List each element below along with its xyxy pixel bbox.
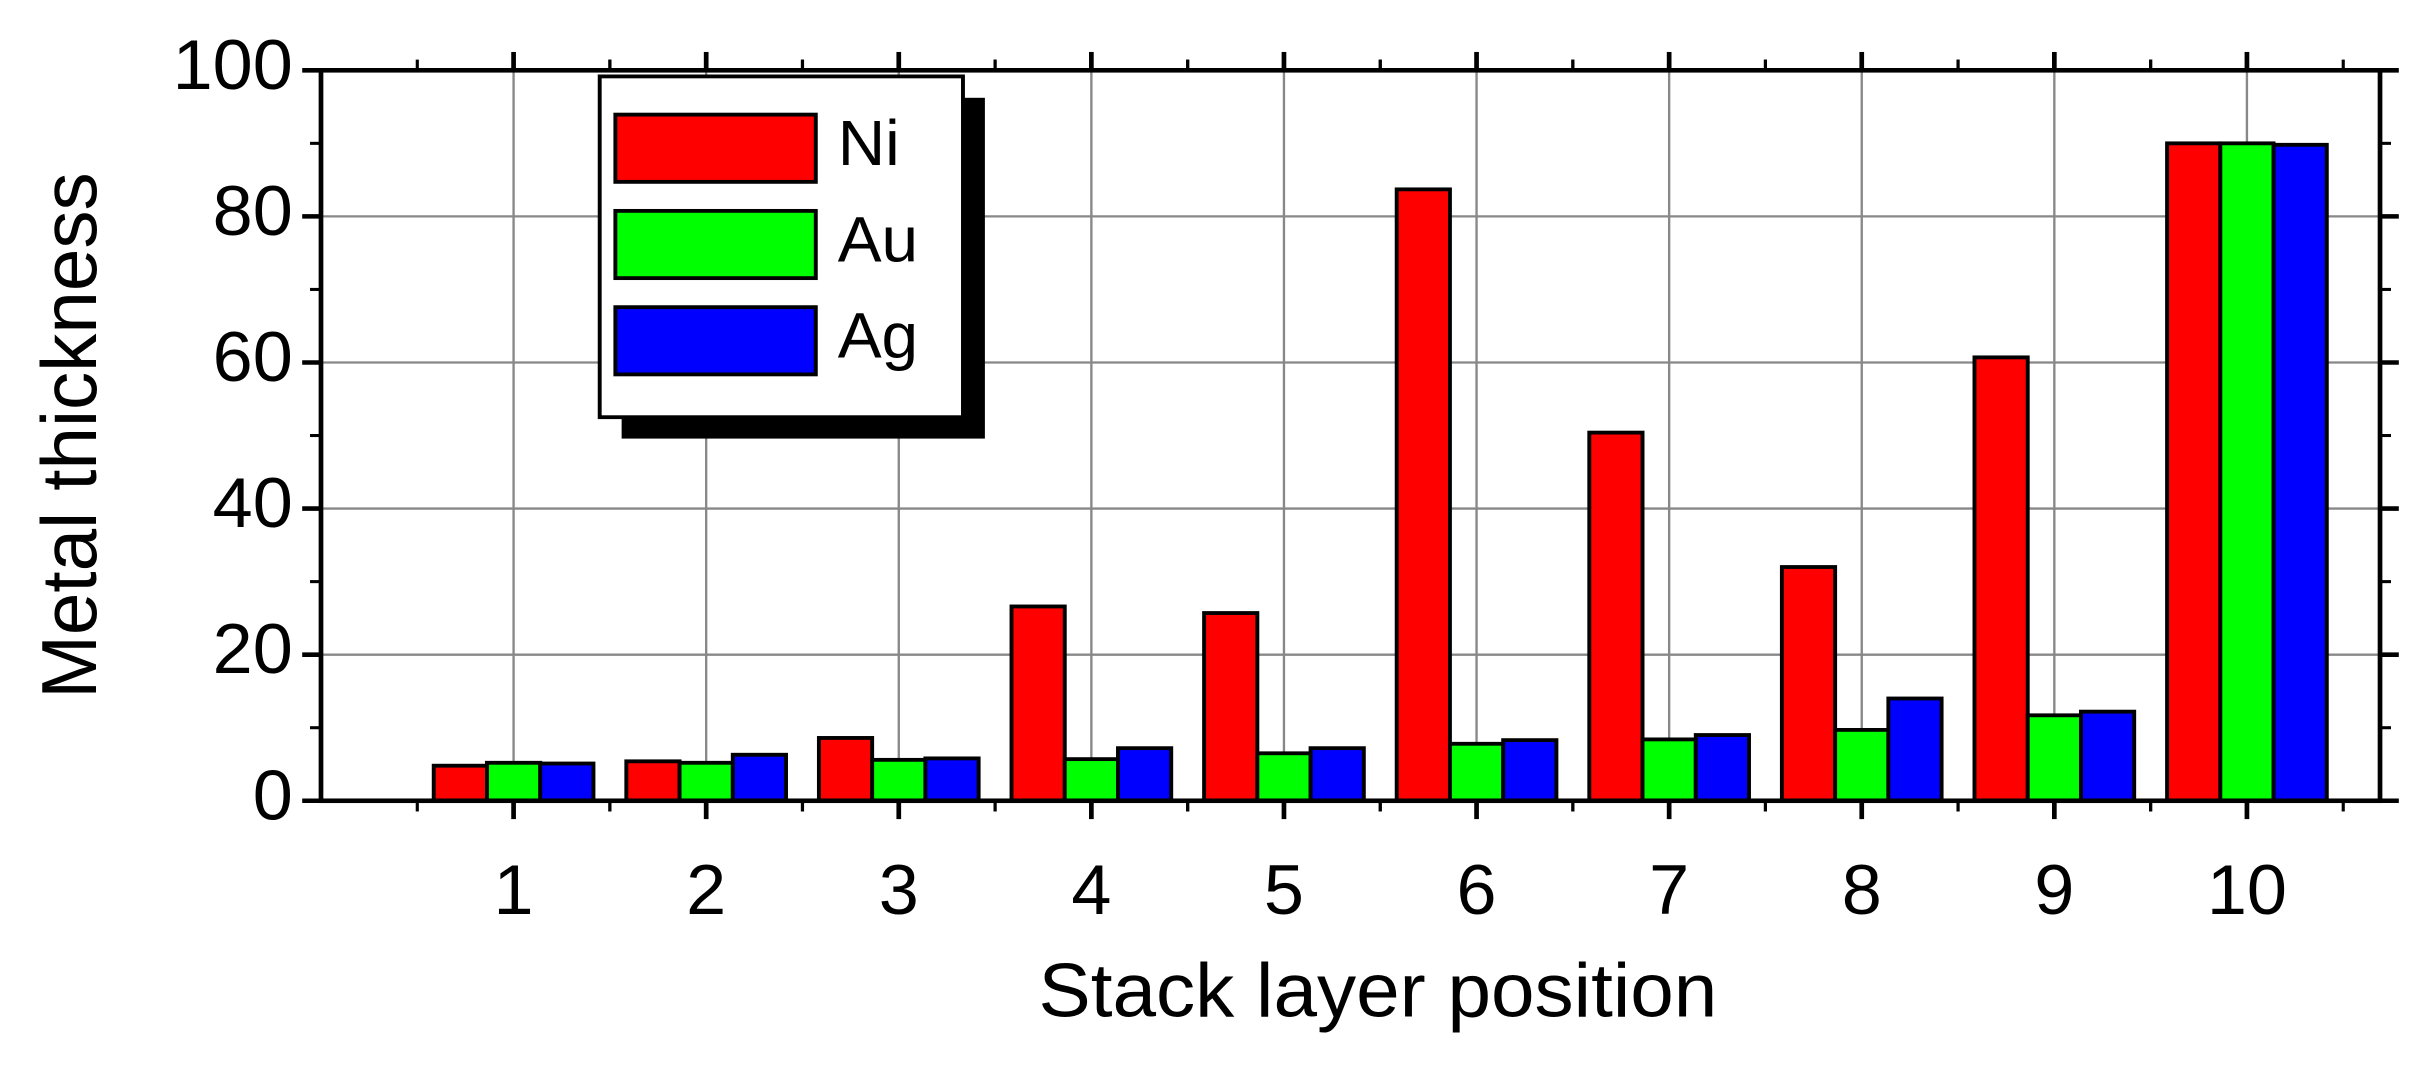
y-tick-label: 0 — [253, 757, 293, 835]
bar — [1693, 733, 1751, 803]
bar — [485, 760, 543, 803]
bar — [1886, 696, 1944, 803]
x-axis-title: Stack layer position — [1039, 948, 1718, 1033]
bar — [1447, 741, 1506, 803]
bar — [2078, 709, 2137, 803]
bar — [2271, 142, 2329, 803]
x-tick-label: 2 — [686, 852, 726, 930]
bar — [431, 763, 489, 803]
x-tick-label: 10 — [2207, 852, 2287, 930]
bar — [624, 759, 682, 803]
bar — [2025, 713, 2083, 803]
x-tick-label: 4 — [1071, 852, 1111, 930]
x-tick-label: 6 — [1457, 852, 1497, 930]
y-tick-label: 100 — [173, 27, 293, 105]
plot-frame — [318, 68, 2383, 804]
bar — [1394, 187, 1452, 803]
y-tick-label: 20 — [213, 611, 293, 689]
bar — [1009, 604, 1067, 803]
bar — [1587, 430, 1645, 803]
y-tick-label: 40 — [213, 465, 293, 543]
bar — [1779, 565, 1838, 803]
bar — [1202, 611, 1260, 803]
x-tick-label: 8 — [1842, 852, 1882, 930]
x-tick-label: 3 — [879, 852, 919, 930]
x-tick-label: 7 — [1649, 852, 1689, 930]
bar — [1062, 757, 1120, 803]
bar — [816, 736, 875, 803]
x-tick-label: 1 — [494, 852, 534, 930]
legend-label: Au — [838, 203, 918, 275]
bar — [538, 761, 596, 803]
legend-swatch — [613, 208, 818, 281]
y-axis-title: Metal thickness — [26, 172, 113, 699]
bar — [1255, 751, 1313, 803]
bar — [730, 752, 788, 803]
bar — [2165, 141, 2223, 803]
legend: Ni Au Ag — [597, 74, 985, 439]
y-tick-label: 80 — [213, 173, 293, 251]
legend-label: Ni — [838, 107, 900, 179]
x-tick-label: 5 — [1264, 852, 1304, 930]
bar — [1640, 737, 1698, 803]
bar — [1116, 746, 1174, 803]
x-tick-label: 9 — [2034, 852, 2074, 930]
bar — [1972, 355, 2030, 803]
legend-swatch — [613, 112, 818, 184]
bar — [1833, 727, 1891, 803]
legend-label: Ag — [838, 299, 918, 371]
bar — [677, 760, 735, 803]
legend-swatch — [613, 305, 818, 377]
bar — [1308, 746, 1366, 803]
y-tick-label: 60 — [213, 319, 293, 397]
bar — [870, 757, 928, 803]
bar — [1501, 738, 1559, 803]
bar — [923, 756, 981, 803]
bar — [2218, 141, 2276, 803]
